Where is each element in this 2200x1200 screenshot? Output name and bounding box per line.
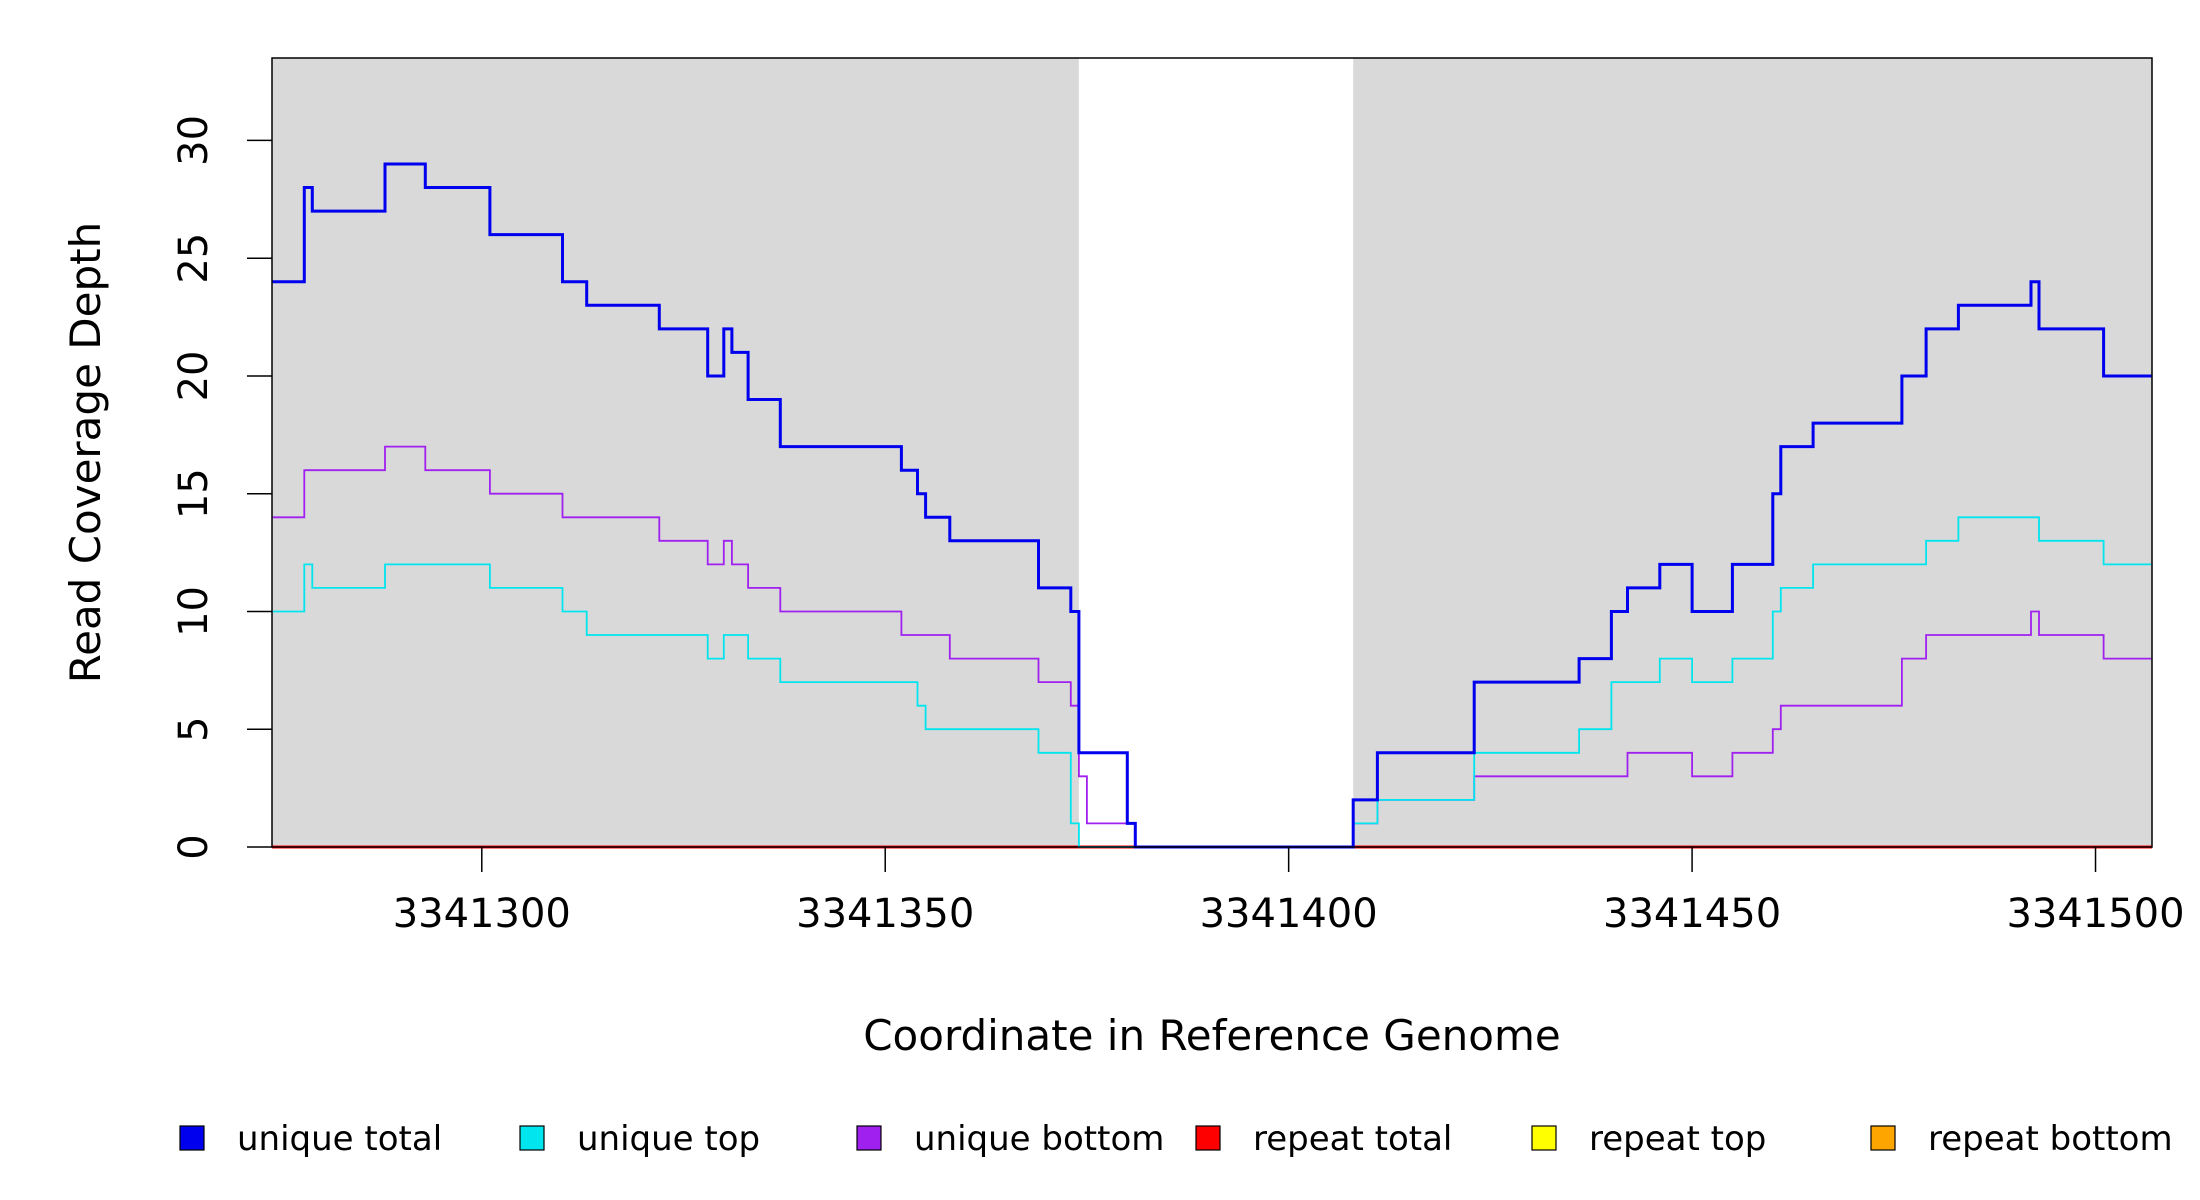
- x-axis-title: Coordinate in Reference Genome: [863, 1011, 1561, 1060]
- x-tick-label: 3341400: [1200, 891, 1378, 937]
- x-tick-label: 3341300: [393, 891, 571, 937]
- y-axis: 0 5 10 15 20 25 30: [171, 115, 272, 860]
- y-tick-label: 20: [171, 351, 217, 402]
- x-axis: 3341300 3341350 3341400 3341450 3341500: [393, 847, 2185, 937]
- x-tick-label: 3341450: [1603, 891, 1781, 937]
- shaded-region-2: [1353, 58, 2152, 847]
- legend-swatch-repeat-total: [1195, 1125, 1221, 1151]
- legend-swatch-unique-total: [179, 1125, 205, 1151]
- y-tick-label: 25: [171, 233, 217, 284]
- y-tick-label: 15: [171, 468, 217, 519]
- shaded-region-1: [272, 58, 1079, 847]
- series-line-unique-total: [272, 162, 2152, 849]
- legend-swatch-unique-top: [519, 1125, 545, 1151]
- legend-label-unique-total: unique total: [237, 1119, 442, 1159]
- plot-frame: [271, 57, 2153, 848]
- plot-background: [272, 58, 2152, 847]
- y-tick-label: 5: [171, 717, 217, 742]
- x-tick-label: 3341350: [796, 891, 974, 937]
- legend: unique total unique top unique bottom repea…: [179, 1119, 2173, 1159]
- legend-swatch-repeat-top: [1531, 1125, 1557, 1151]
- y-tick-label: 0: [171, 834, 217, 859]
- legend-swatch-repeat-bottom: [1870, 1125, 1896, 1151]
- legend-label-repeat-bottom: repeat bottom: [1928, 1119, 2173, 1159]
- legend-label-unique-top: unique top: [577, 1119, 760, 1159]
- y-tick-label: 10: [171, 586, 217, 637]
- legend-swatch-unique-bottom: [856, 1125, 882, 1151]
- y-axis-title: Read Coverage Depth: [61, 222, 110, 683]
- legend-label-unique-bottom: unique bottom: [914, 1119, 1164, 1159]
- y-tick-label: 30: [171, 115, 217, 166]
- x-tick-label: 3341500: [2006, 891, 2184, 937]
- legend-label-repeat-total: repeat total: [1253, 1119, 1452, 1159]
- legend-label-repeat-top: repeat top: [1589, 1119, 1766, 1159]
